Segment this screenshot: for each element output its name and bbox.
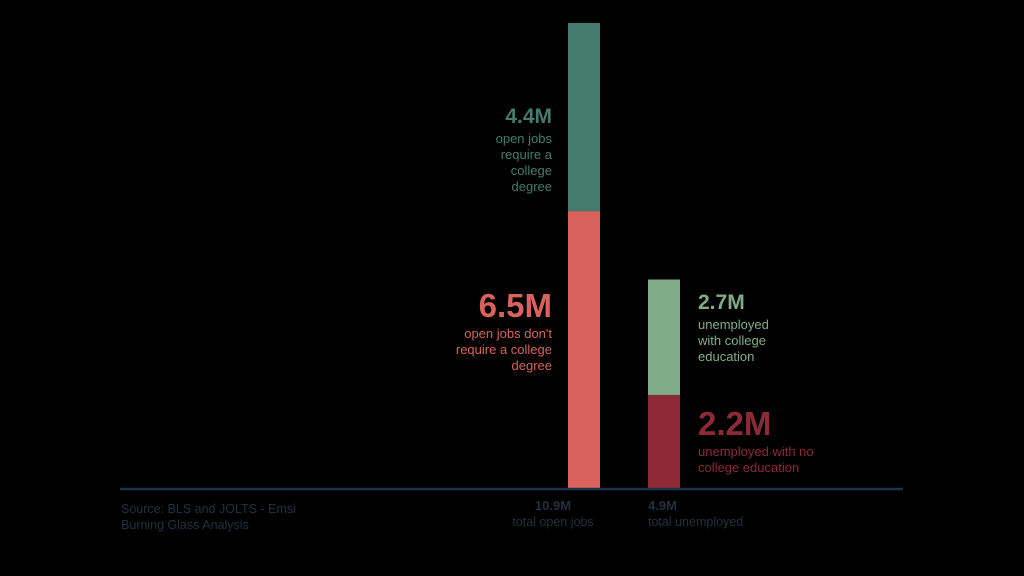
bar-segment-0-0 bbox=[568, 211, 600, 489]
bar-segment-1-2 bbox=[648, 394, 680, 489]
source-note: Source: BLS and JOLTS - Emsi Burning Gla… bbox=[121, 502, 296, 532]
text-open-jobs-degree: open jobs require a college degree bbox=[495, 131, 552, 195]
label-unemployed-college: 2.7M unemployed with college education bbox=[698, 290, 788, 365]
label-open-jobs-no-degree: 6.5M open jobs don't require a college d… bbox=[442, 288, 552, 374]
value-unemployed-no-college: 2.2M bbox=[698, 405, 772, 442]
text-unemployed-college: unemployed with college education bbox=[698, 317, 769, 365]
total-open-jobs: 10.9M total open jobs bbox=[503, 498, 603, 530]
bar-segment-0-1 bbox=[568, 23, 600, 212]
text-unemployed-no-college: unemployed with no college education bbox=[698, 444, 814, 475]
total-unemployed-label: total unemployed bbox=[648, 515, 744, 529]
label-open-jobs-degree: 4.4M open jobs require a college degree bbox=[480, 104, 552, 195]
total-open-jobs-label: total open jobs bbox=[512, 515, 594, 529]
bar-segment-1-3 bbox=[648, 279, 680, 395]
value-open-jobs-degree: 4.4M bbox=[505, 105, 552, 128]
total-open-jobs-value: 10.9M bbox=[534, 498, 572, 513]
total-unemployed: 4.9M total unemployed bbox=[648, 498, 778, 530]
value-open-jobs-no-degree: 6.5M bbox=[478, 287, 552, 324]
label-unemployed-no-college: 2.2M unemployed with no college educatio… bbox=[698, 406, 838, 476]
value-unemployed-college: 2.7M bbox=[698, 291, 745, 314]
total-unemployed-value: 4.9M bbox=[648, 498, 677, 513]
text-open-jobs-no-degree: open jobs don't require a college degree bbox=[455, 326, 552, 373]
